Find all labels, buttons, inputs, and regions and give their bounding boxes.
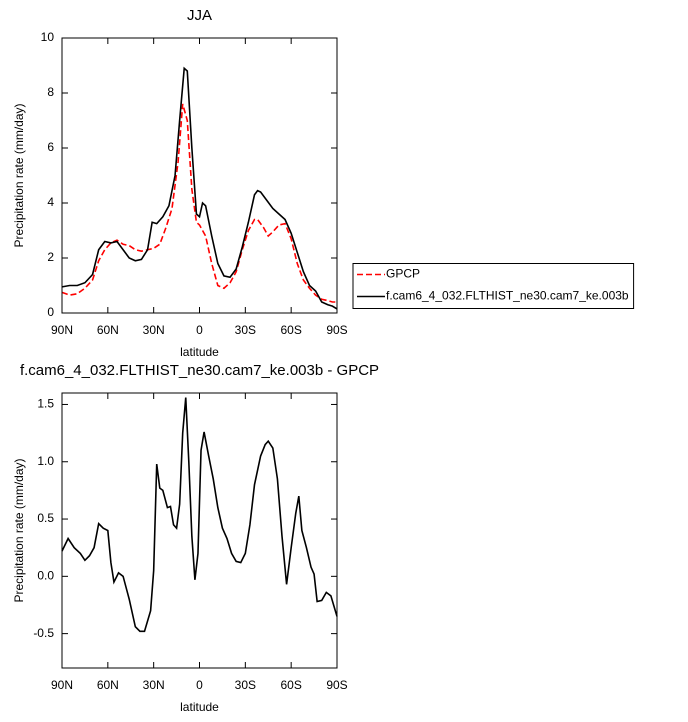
- y-tick-label: 8: [47, 85, 54, 99]
- y-tick-label: -0.5: [33, 626, 54, 640]
- x-tick-label: 0: [196, 323, 203, 337]
- chart-title: f.cam6_4_032.FLTHIST_ne30.cam7_ke.003b -…: [20, 362, 379, 379]
- x-tick-label: 90N: [51, 323, 73, 337]
- y-axis-label: Precipitation rate (mm/day): [12, 458, 26, 602]
- y-tick-label: 2: [47, 250, 54, 264]
- y-axis-label: Precipitation rate (mm/day): [12, 103, 26, 247]
- x-tick-label: 60S: [280, 678, 301, 692]
- x-axis-label: latitude: [180, 700, 219, 714]
- plot-frame: [61, 37, 338, 314]
- x-tick-label: 60S: [280, 323, 301, 337]
- y-tick-label: 0: [47, 305, 54, 319]
- chart-title: JJA: [187, 7, 212, 24]
- y-tick-label: 0.5: [37, 511, 54, 525]
- legend-label: f.cam6_4_032.FLTHIST_ne30.cam7_ke.003b: [386, 289, 629, 303]
- x-tick-label: 30N: [143, 678, 165, 692]
- x-tick-label: 30N: [143, 323, 165, 337]
- plot-frame: [61, 392, 338, 669]
- x-axis-label: latitude: [180, 345, 219, 359]
- x-tick-label: 0: [196, 678, 203, 692]
- y-tick-label: 4: [47, 195, 54, 209]
- x-tick-label: 60N: [97, 323, 119, 337]
- x-tick-label: 60N: [97, 678, 119, 692]
- series-line: [61, 397, 338, 633]
- y-tick-label: 10: [41, 30, 55, 44]
- x-tick-label: 90S: [326, 323, 347, 337]
- legend-box: [352, 263, 635, 309]
- y-tick-label: 1.5: [37, 397, 54, 411]
- series-line: [61, 103, 337, 303]
- y-tick-label: 0.0: [37, 569, 54, 583]
- y-tick-label: 6: [47, 140, 54, 154]
- legend-label: GPCP: [386, 267, 420, 281]
- x-tick-label: 30S: [235, 678, 256, 692]
- x-tick-label: 90S: [326, 678, 347, 692]
- series-line: [61, 66, 338, 310]
- x-tick-label: 90N: [51, 678, 73, 692]
- y-tick-label: 1.0: [37, 454, 54, 468]
- x-tick-label: 30S: [235, 323, 256, 337]
